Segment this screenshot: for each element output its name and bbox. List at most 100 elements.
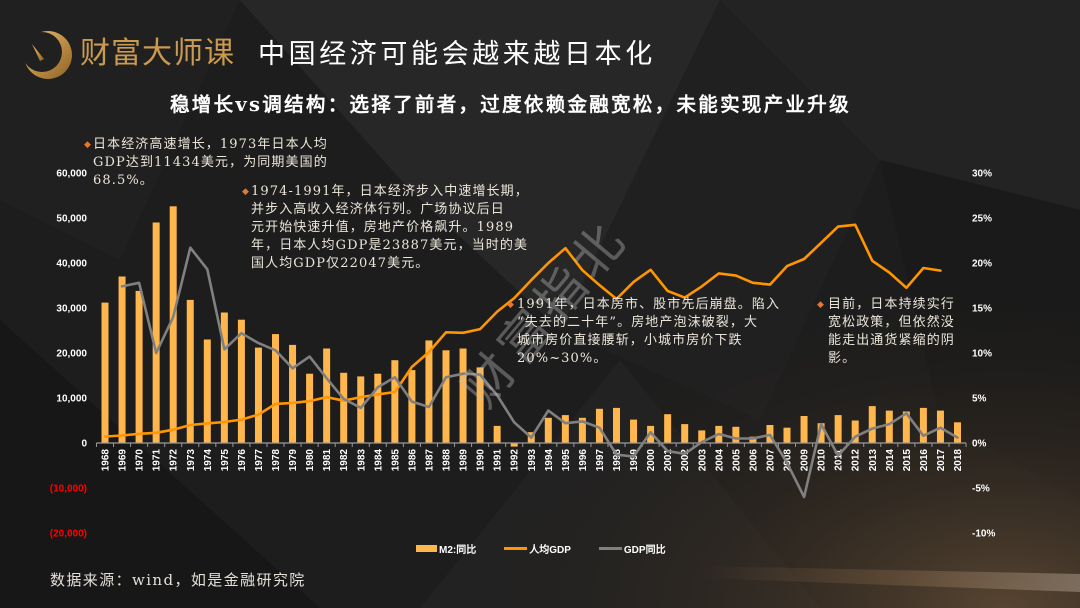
- bar: [135, 290, 143, 443]
- bar: [323, 348, 331, 443]
- bar: [834, 415, 842, 443]
- bar: [954, 422, 961, 443]
- x-tick-label: 1999: [629, 449, 640, 472]
- annotation-line: 68.5%。: [93, 173, 154, 188]
- x-tick-label: 2000: [646, 449, 657, 472]
- x-tick-label: 2016: [919, 449, 930, 472]
- bar: [817, 423, 825, 443]
- legend-item-m2: M2:同比: [416, 541, 476, 556]
- x-tick-label: 1984: [373, 449, 384, 472]
- bar: [425, 340, 433, 443]
- annotation-line: 能走出通货紧缩的阴: [828, 333, 955, 348]
- bar: [254, 347, 262, 443]
- diamond-bullet-icon: ◆: [817, 300, 826, 310]
- annotation-line: 并步入高收入经济体行列。广场协议后日: [251, 202, 505, 217]
- bar: [783, 427, 791, 443]
- x-tick-label: 1982: [339, 449, 350, 472]
- bar: [186, 299, 194, 443]
- right-axis-tick-label: 5%: [972, 394, 987, 405]
- x-tick-label: 1994: [544, 449, 555, 472]
- annotation-line: 影。: [828, 351, 857, 366]
- bar: [698, 430, 706, 443]
- x-tick-label: 2013: [868, 449, 879, 472]
- bar: [749, 436, 757, 443]
- bar: [203, 339, 211, 443]
- bar: [800, 416, 808, 443]
- x-tick-label: 1993: [527, 449, 538, 472]
- bar: [169, 206, 177, 443]
- annotation-current: ◆ 目前，日本持续实行 宽松政策，但依然没 能走出通货紧缩的阴 影。: [817, 296, 955, 368]
- left-axis-tick-label: 10,000: [56, 394, 87, 405]
- annotation-line: 目前，日本持续实行: [828, 297, 955, 312]
- bar: [681, 424, 689, 443]
- bar: [902, 411, 910, 443]
- bar: [510, 443, 518, 447]
- right-axis-tick-label: 0%: [972, 439, 987, 450]
- bar: [544, 417, 552, 443]
- bar: [306, 373, 314, 443]
- x-tick-label: 2015: [902, 449, 913, 472]
- x-tick-label: 1986: [407, 449, 418, 472]
- x-tick-label: 1975: [220, 449, 231, 472]
- right-axis-tick-label: 15%: [972, 304, 992, 315]
- bar: [613, 407, 620, 443]
- annotation-line: 宽松政策，但依然没: [828, 315, 955, 330]
- right-axis-tick-label: 30%: [972, 169, 992, 180]
- brand-logo-icon: [24, 31, 72, 79]
- x-tick-label: 1985: [390, 449, 401, 472]
- bar: [101, 302, 109, 443]
- page-title: 中国经济可能会越来越日本化: [258, 39, 656, 70]
- left-axis-tick-label: 30,000: [56, 304, 87, 315]
- diamond-bullet-icon: ◆: [242, 187, 251, 197]
- x-tick-label: 2012: [851, 449, 862, 472]
- bar: [630, 419, 638, 443]
- bar: [664, 414, 672, 443]
- line-swatch-gray-icon: [598, 546, 622, 550]
- x-tick-label: 2005: [731, 449, 742, 472]
- left-axis-tick-label: (10,000): [50, 484, 87, 495]
- x-tick-label: 2010: [817, 449, 828, 472]
- x-tick-label: 1973: [186, 449, 197, 472]
- bar: [561, 415, 569, 443]
- x-tick-label: 1992: [510, 449, 521, 472]
- legend-label: GDP同比: [623, 544, 666, 556]
- x-tick-label: 1980: [305, 449, 316, 472]
- right-axis-tick-label: -10%: [972, 529, 995, 540]
- bar: [289, 344, 297, 443]
- diamond-bullet-icon: ◆: [84, 140, 93, 150]
- x-tick-label: 1989: [459, 449, 470, 472]
- left-axis-tick-label: 0: [81, 439, 87, 450]
- annotation-mid-growth: ◆ 1974-1991年，日本经济步入中速增长期， 并步入高收入经济体行列。广场…: [242, 183, 529, 273]
- bar: [868, 406, 876, 443]
- x-tick-label: 2011: [834, 449, 845, 471]
- annotation-line: GDP达到11434美元，为同期美国的: [93, 155, 328, 170]
- x-tick-label: 1997: [595, 449, 606, 472]
- x-tick-label: 1971: [152, 449, 163, 472]
- x-tick-label: 1990: [476, 449, 487, 472]
- bar: [885, 410, 893, 443]
- x-tick-label: 1988: [442, 449, 453, 472]
- bar: [374, 373, 382, 443]
- page-subtitle: 稳增长vs调结构：选择了前者，过度依赖金融宽松，未能实现产业升级: [170, 93, 851, 116]
- line-series-gdp-growth: [120, 246, 959, 499]
- right-axis-tick-label: 10%: [972, 349, 992, 360]
- x-tick-label: 2009: [800, 449, 811, 472]
- bar: [595, 408, 603, 443]
- x-tick-label: 1969: [118, 449, 129, 472]
- x-tick-label: 1978: [271, 449, 282, 472]
- bar: [391, 360, 399, 443]
- bar: [459, 348, 467, 443]
- chart-legend: M2:同比 人均GDP GDP同比: [416, 541, 694, 556]
- x-tick-label: 1987: [424, 449, 435, 472]
- x-tick-label: 2002: [680, 449, 691, 472]
- bar: [442, 350, 450, 443]
- brand-name: 财富大师课: [80, 36, 235, 71]
- annotation-line: 年，日本人均GDP是23887美元，当时的美: [251, 238, 529, 253]
- x-tick-label: 1968: [101, 449, 112, 472]
- bar-swatch-icon: [416, 544, 437, 552]
- x-tick-label: 2006: [748, 449, 759, 472]
- x-tick-label: 1996: [578, 449, 589, 472]
- x-tick-label: 1970: [135, 449, 146, 472]
- annotation-line: 城市房价直接腰斩，小城市房价下跌: [517, 333, 743, 348]
